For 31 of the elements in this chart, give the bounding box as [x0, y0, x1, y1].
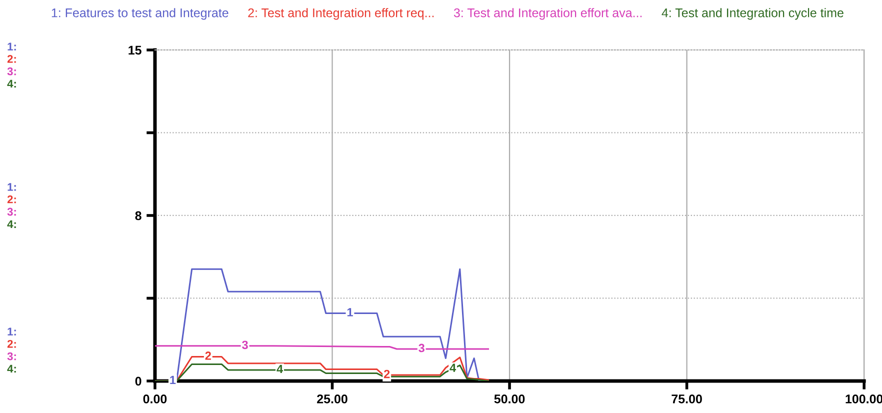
text: 4: [7, 220, 16, 228]
text: 1: [8, 183, 16, 191]
text: 3: [7, 352, 16, 360]
text: 1: Features to test and Integrate [52, 8, 228, 20]
text: 2: [7, 195, 16, 204]
text: 1: [8, 42, 16, 50]
text: 1: [8, 328, 16, 336]
text: 2: Test and Integration effort req... [248, 8, 434, 20]
annotation: 4 [450, 364, 456, 372]
x-tick-label: 0.00 [143, 394, 167, 404]
annotation: 3 [242, 340, 248, 350]
annotation: 2 [384, 370, 390, 378]
annotation: 3 [418, 344, 424, 352]
x-tick-label: 25.00 [317, 394, 348, 404]
text: 4: [7, 364, 16, 373]
text: 3: Test and Integration effort ava... [454, 8, 642, 20]
text: 3: [7, 208, 16, 216]
annotation: 2 [205, 352, 211, 360]
text: 2: [7, 340, 16, 348]
text: 4: Test and Integration cycle time [662, 8, 844, 20]
y-tick-label: 15 [128, 46, 142, 55]
text: 3: [7, 67, 16, 76]
annotation: 4 [276, 364, 283, 374]
annotation: 1 [170, 376, 176, 384]
x-tick-label: 50.00 [494, 394, 525, 404]
text: 2: [7, 55, 16, 63]
y-tick-label: 0 [135, 376, 142, 386]
annotation: 1 [347, 308, 353, 316]
y-tick-label: 8 [135, 211, 142, 220]
text: 4: [7, 80, 16, 88]
x-tick-label: 75.00 [672, 394, 702, 404]
